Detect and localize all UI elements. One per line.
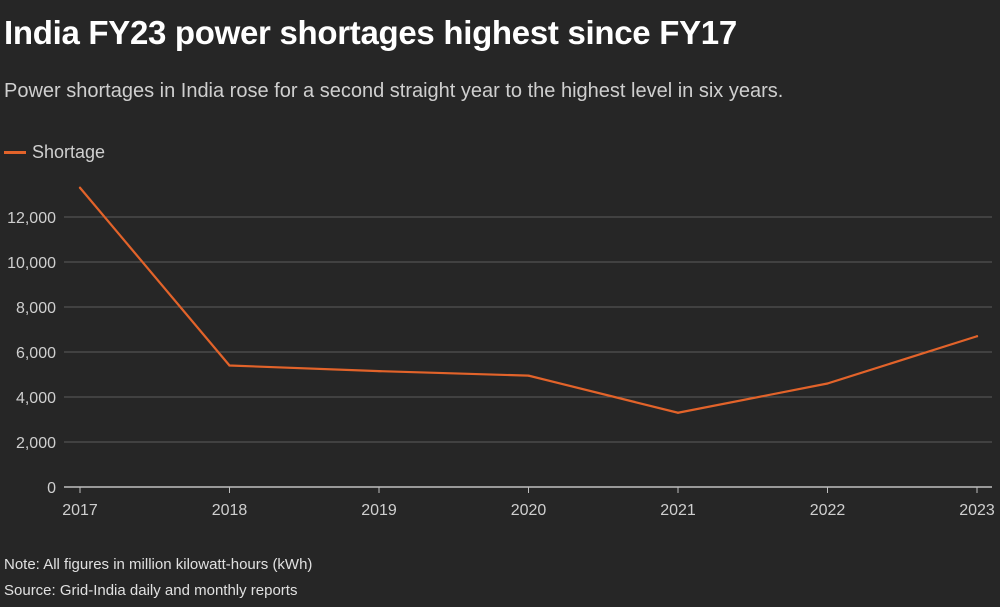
legend: Shortage <box>4 142 105 163</box>
footnote: Note: All figures in million kilowatt-ho… <box>4 556 313 573</box>
chart-title: India FY23 power shortages highest since… <box>4 14 737 51</box>
series-lines <box>78 186 979 414</box>
x-tick-label: 2023 <box>959 502 995 519</box>
series-line-shortage <box>78 186 979 414</box>
y-tick-label: 12,000 <box>7 210 56 227</box>
source-note: Source: Grid-India daily and monthly rep… <box>4 582 298 599</box>
data-point <box>826 382 829 385</box>
x-axis-tick-labels: 2017 2018 2019 2020 2021 2022 2023 <box>62 502 995 519</box>
data-point <box>228 364 231 367</box>
legend-swatch-shortage <box>4 151 26 154</box>
y-tick-label: 0 <box>47 480 56 497</box>
legend-label-shortage: Shortage <box>32 142 106 162</box>
x-tick-label: 2019 <box>361 502 397 519</box>
y-tick-label: 4,000 <box>16 390 56 407</box>
y-tick-label: 10,000 <box>7 255 56 272</box>
chart-subtitle: Power shortages in India rose for a seco… <box>4 80 784 102</box>
data-point <box>527 374 530 377</box>
y-tick-label: 6,000 <box>16 345 56 362</box>
data-point <box>377 370 381 373</box>
x-tick-label: 2018 <box>212 502 248 519</box>
x-tick-label: 2021 <box>660 502 696 519</box>
y-tick-label: 8,000 <box>16 300 56 317</box>
x-axis <box>64 486 992 493</box>
data-point <box>975 335 979 338</box>
data-point <box>78 186 82 189</box>
x-tick-label: 2017 <box>62 502 98 519</box>
x-tick-label: 2020 <box>511 502 547 519</box>
data-point <box>676 411 680 414</box>
y-tick-label: 2,000 <box>16 435 56 452</box>
x-tick-label: 2022 <box>810 502 846 519</box>
grid-lines <box>64 216 992 443</box>
y-axis-tick-labels: 0 2,000 4,000 6,000 8,000 10,000 12,000 <box>7 210 56 497</box>
